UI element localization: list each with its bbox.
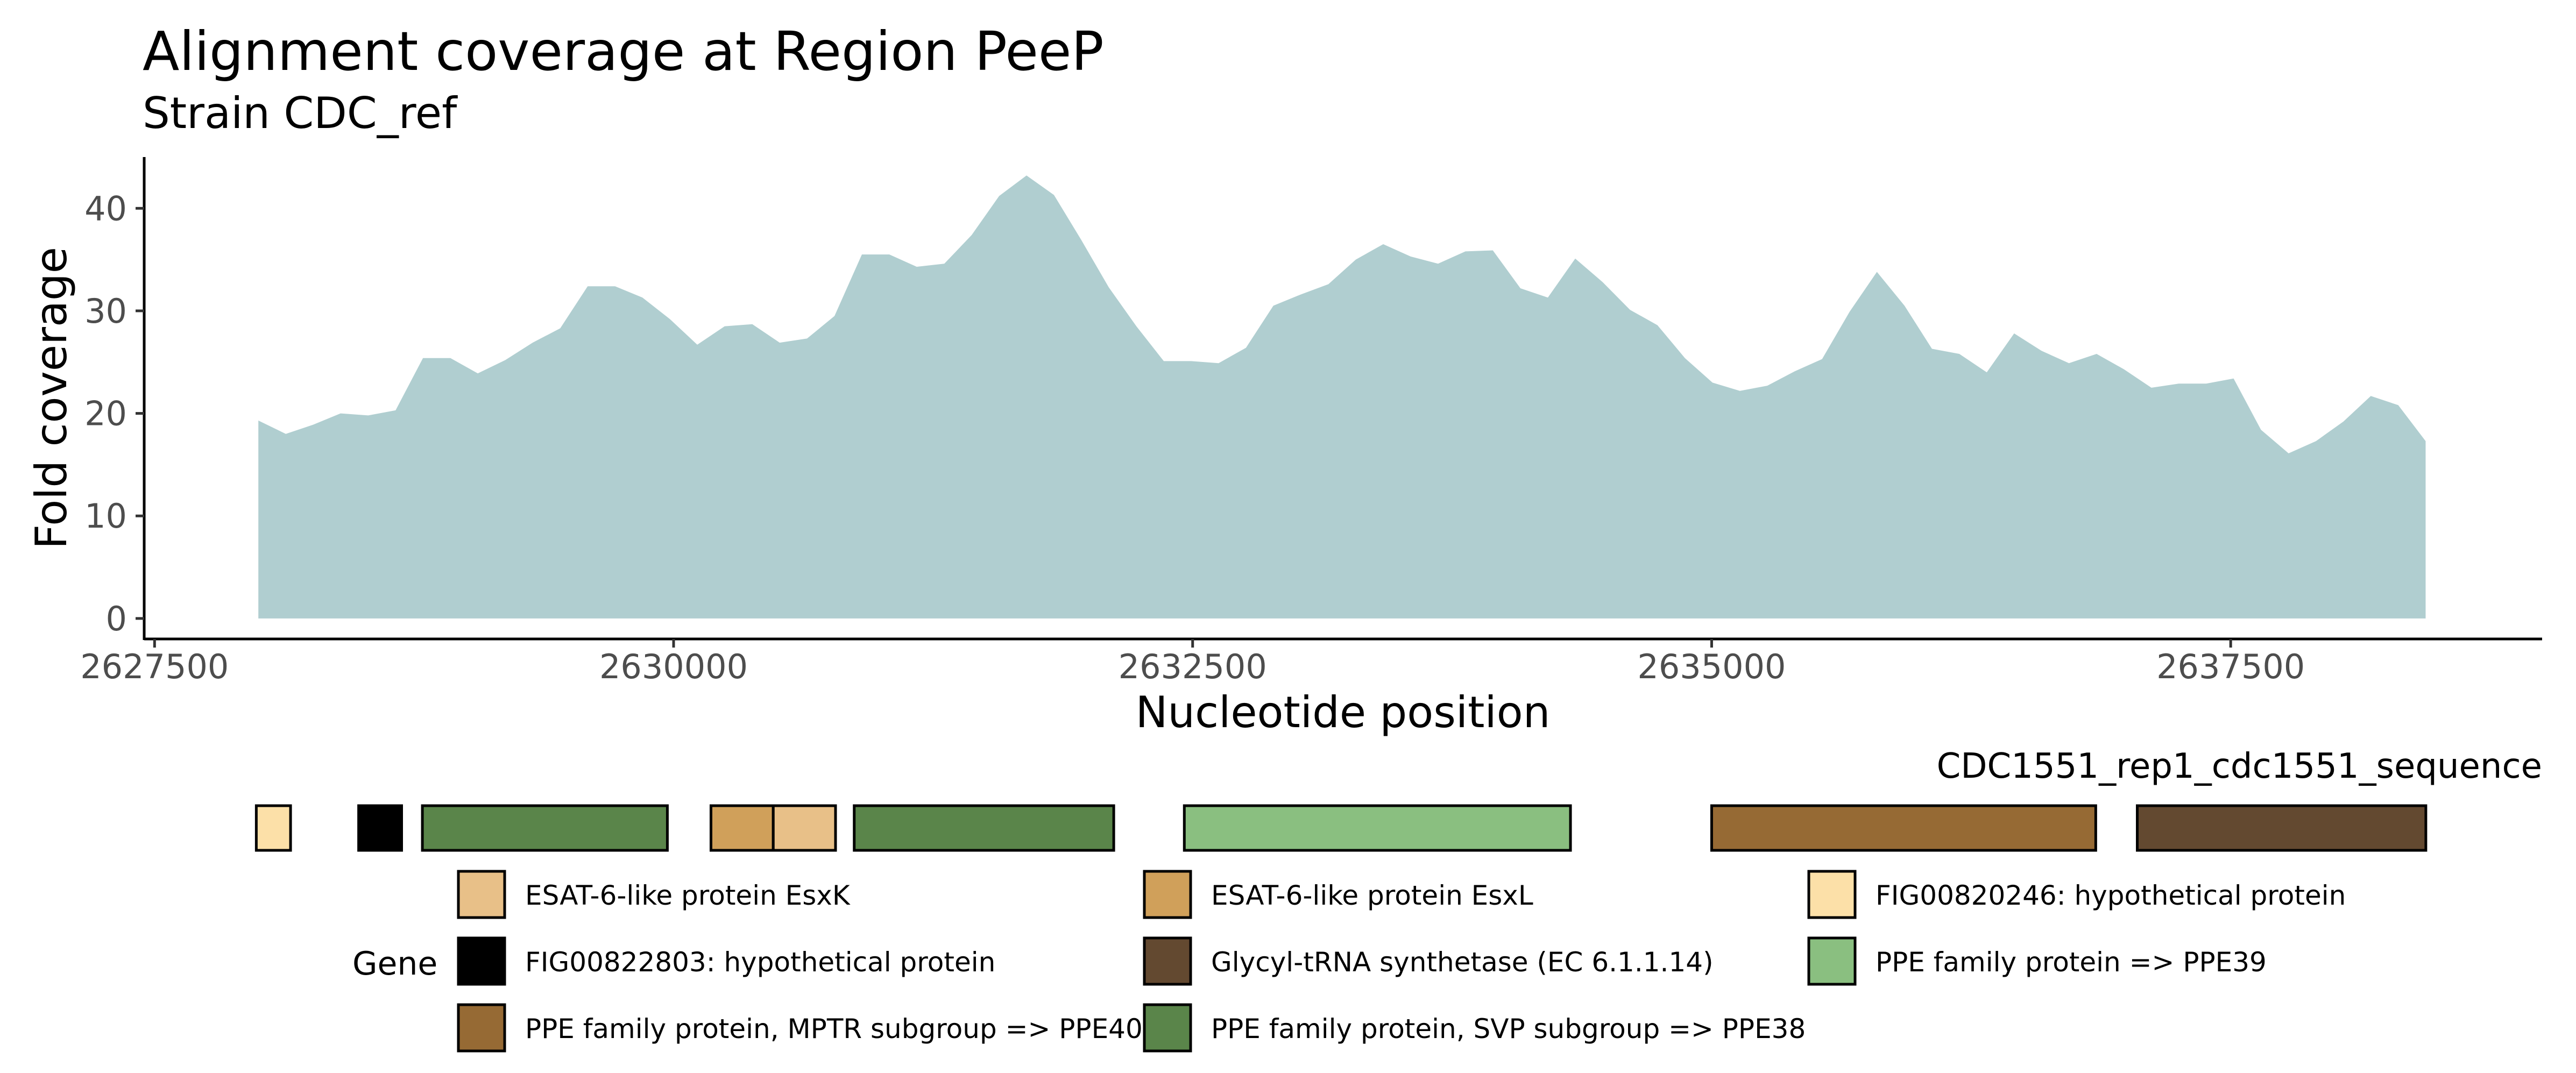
legend-swatch <box>457 936 506 986</box>
x-tick-label: 2630000 <box>599 647 748 686</box>
legend-label: FIG00822803: hypothetical protein <box>525 947 995 978</box>
gene-block <box>772 804 837 852</box>
legend-swatch <box>457 1003 506 1053</box>
legend: ESAT-6-like protein EsxK ESAT-6-like prot… <box>457 870 2346 1053</box>
gene-block <box>853 804 1115 852</box>
sequence-label: CDC1551_rep1_cdc1551_sequence <box>1937 747 2542 786</box>
legend-label: PPE family protein, SVP subgroup => PPE3… <box>1211 1013 1806 1044</box>
x-axis-label: Nucleotide position <box>1136 687 1551 737</box>
coverage-area <box>258 175 2426 619</box>
x-tick-label: 2627500 <box>80 647 229 686</box>
gene-block <box>421 804 669 852</box>
gene-block <box>1710 804 2097 852</box>
y-axis-ticks: 0 10 20 30 40 <box>84 189 144 638</box>
legend-label: ESAT-6-like protein EsxK <box>525 880 851 911</box>
y-tick-label: 20 <box>84 394 127 434</box>
legend-label: Glycyl-tRNA synthetase (EC 6.1.1.14) <box>1211 947 1714 978</box>
chart-subtitle: Strain CDC_ref <box>143 88 458 138</box>
legend-label: ESAT-6-like protein EsxL <box>1211 880 1533 911</box>
legend-label: PPE family protein => PPE39 <box>1876 947 2267 978</box>
y-tick-label: 40 <box>84 189 127 228</box>
legend-swatch <box>1807 870 1857 919</box>
legend-swatch <box>1143 870 1192 919</box>
gene-block <box>254 804 292 852</box>
legend-label: FIG00820246: hypothetical protein <box>1876 880 2346 911</box>
gene-block <box>709 804 775 852</box>
legend-swatch <box>1143 936 1192 986</box>
gene-block <box>357 804 404 852</box>
legend-swatch <box>1807 936 1857 986</box>
legend-swatch <box>457 870 506 919</box>
x-axis-ticks: 2627500 2630000 2632500 2635000 2637500 <box>80 639 2305 686</box>
y-axis-label: Fold coverage <box>26 247 76 549</box>
y-tick-label: 10 <box>84 496 127 536</box>
legend-title: Gene <box>352 945 437 983</box>
legend-label: PPE family protein, MPTR subgroup => PPE… <box>525 1013 1143 1044</box>
gene-block <box>2136 804 2428 852</box>
legend-swatch <box>1143 1003 1192 1053</box>
chart-title: Alignment coverage at Region PeeP <box>143 20 1104 83</box>
gene-block <box>1183 804 1572 852</box>
x-tick-label: 2632500 <box>1119 647 1267 686</box>
y-tick-label: 30 <box>84 292 127 331</box>
x-tick-label: 2635000 <box>1637 647 1786 686</box>
y-tick-label: 0 <box>106 599 127 638</box>
x-tick-label: 2637500 <box>2156 647 2305 686</box>
gene-track <box>254 804 2428 852</box>
